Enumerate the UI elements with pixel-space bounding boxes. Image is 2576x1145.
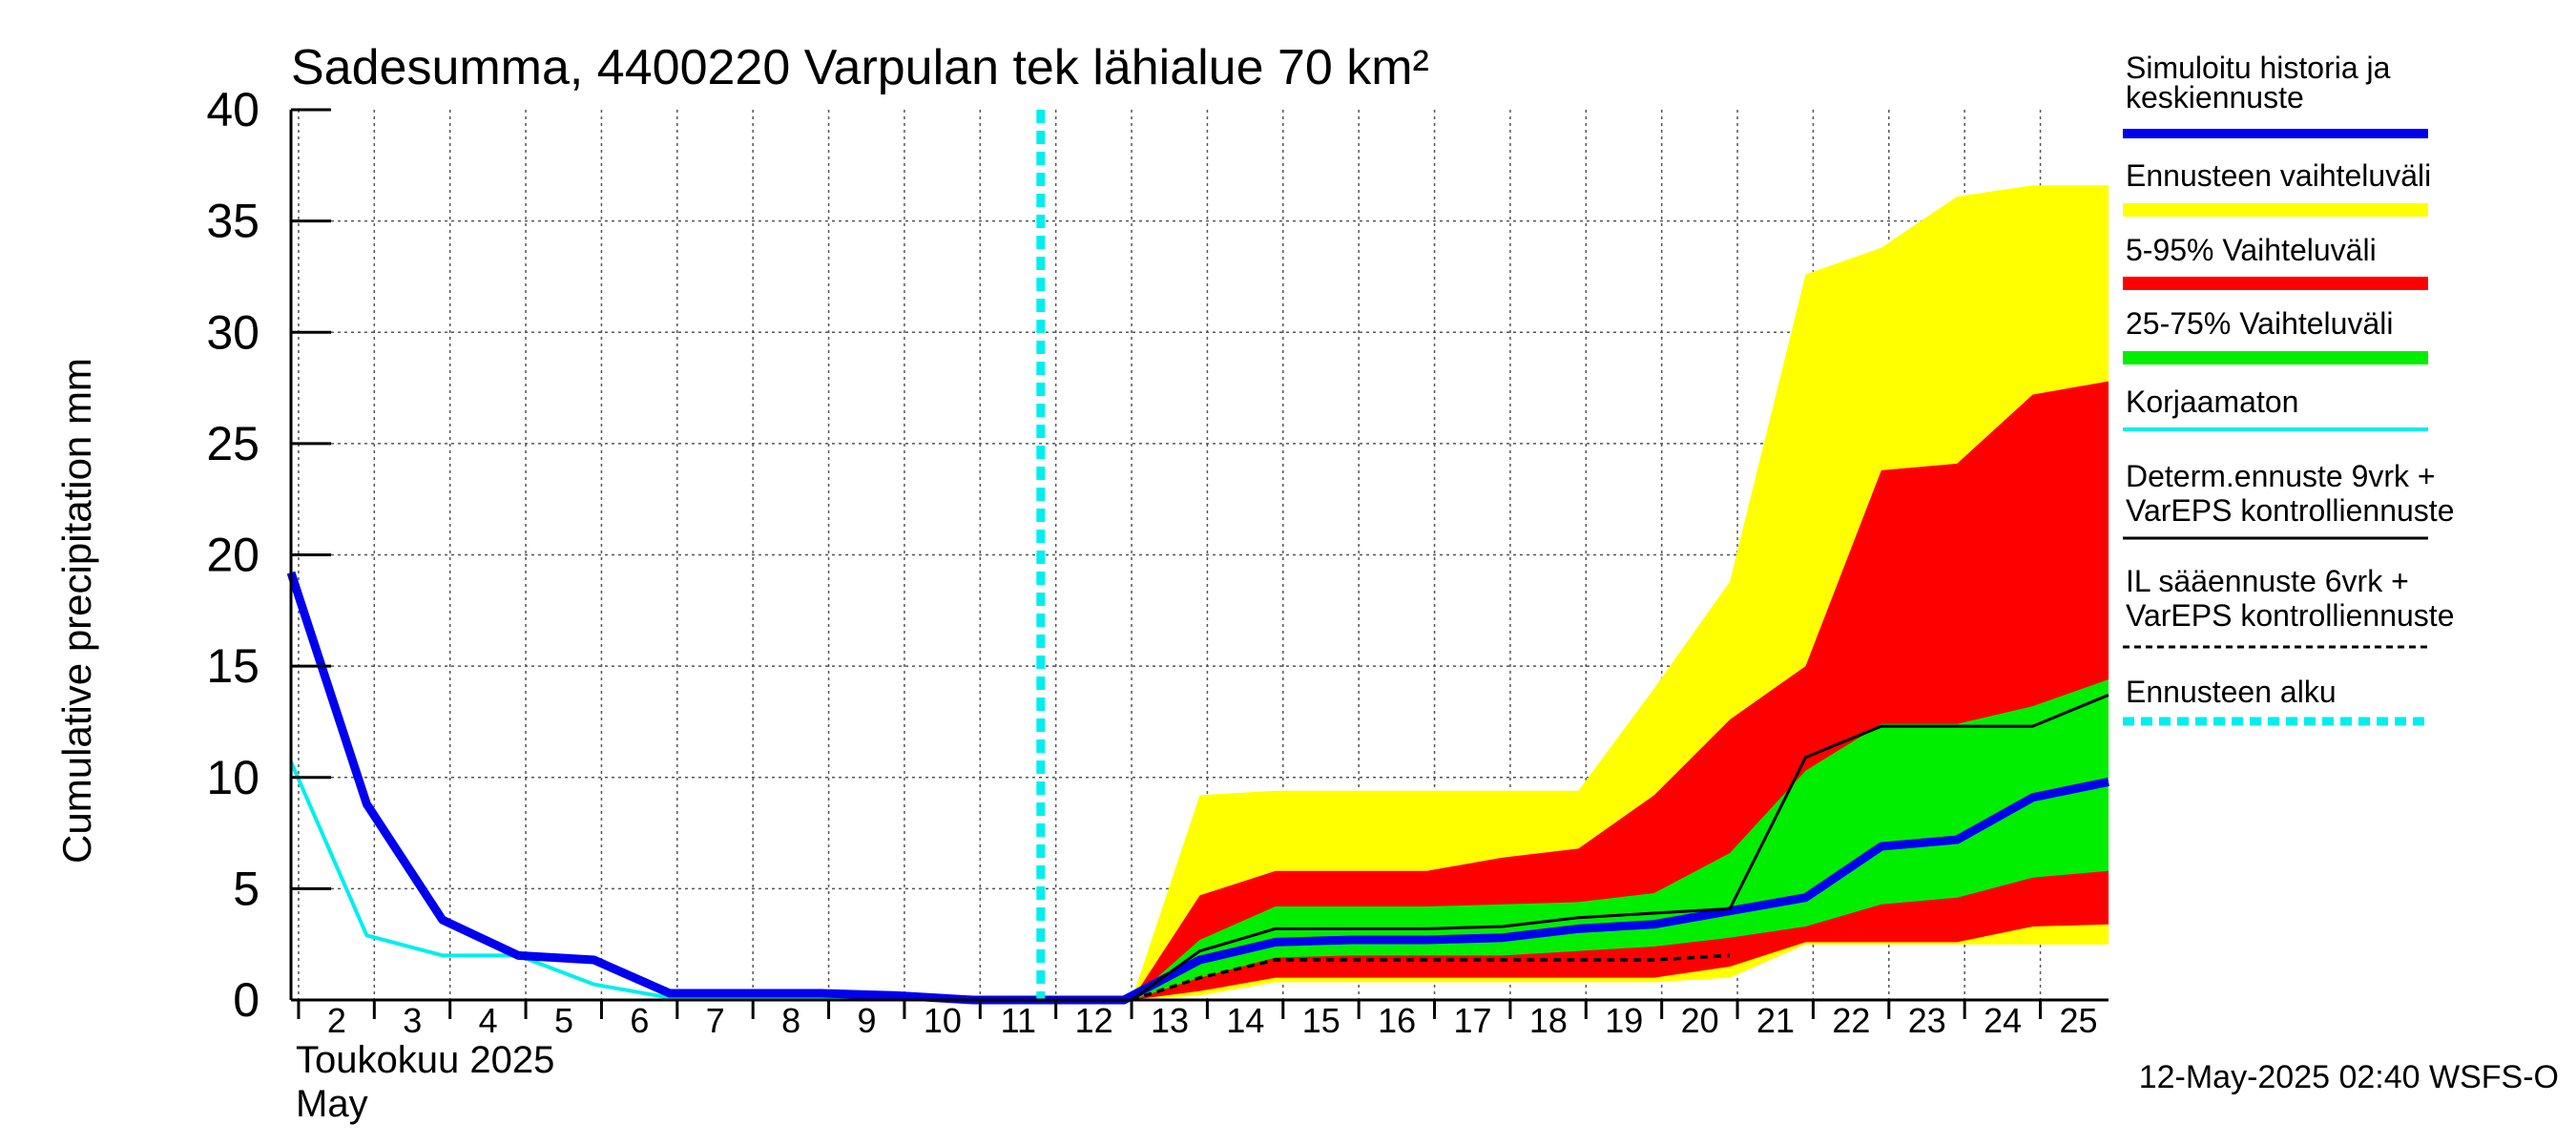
y-tick-label: 0 bbox=[233, 973, 260, 1027]
y-tick-label: 40 bbox=[206, 83, 260, 136]
x-tick-label: 24 bbox=[1984, 1001, 2022, 1040]
y-axis-label: Cumulative precipitation mm bbox=[54, 358, 99, 864]
y-tick-label: 35 bbox=[206, 195, 260, 248]
x-tick-label: 21 bbox=[1756, 1001, 1795, 1040]
legend-label: Simuloitu historia ja bbox=[2126, 51, 2391, 85]
y-tick-label: 15 bbox=[206, 639, 260, 693]
x-tick-label: 14 bbox=[1226, 1001, 1264, 1040]
x-tick-label: 19 bbox=[1605, 1001, 1643, 1040]
band-range-25-75 bbox=[1132, 679, 2109, 1000]
x-tick-label: 16 bbox=[1378, 1001, 1416, 1040]
x-tick-label: 2 bbox=[327, 1001, 346, 1040]
legend-label: VarEPS kontrolliennuste bbox=[2126, 493, 2454, 528]
series-line-il bbox=[1131, 953, 1731, 1002]
x-tick-label: 11 bbox=[1001, 1001, 1036, 1040]
x-tick-label: 8 bbox=[781, 1001, 800, 1040]
x-tick-label: 13 bbox=[1151, 1001, 1189, 1040]
x-tick-label: 15 bbox=[1302, 1001, 1340, 1040]
timestamp-footer: 12-May-2025 02:40 WSFS-O bbox=[2139, 1059, 2559, 1095]
legend-label: VarEPS kontrolliennuste bbox=[2126, 598, 2454, 633]
x-tick-label: 7 bbox=[706, 1001, 725, 1040]
x-tick-label: 20 bbox=[1681, 1001, 1719, 1040]
y-tick-label: 5 bbox=[233, 862, 260, 915]
legend-item-forecast_start: Ennusteen alku bbox=[2123, 675, 2428, 726]
x-tick-label: 9 bbox=[858, 1001, 877, 1040]
legend-label: Ennusteen alku bbox=[2126, 675, 2337, 709]
x-tick-label: 25 bbox=[2060, 1001, 2098, 1040]
legend-label: 25-75% Vaihteluväli bbox=[2126, 306, 2393, 341]
legend-item-determ: Determ.ennuste 9vrk +VarEPS kontrollienn… bbox=[2123, 459, 2454, 540]
legend-item-range_5_95: 5-95% Vaihteluväli bbox=[2123, 233, 2428, 290]
legend-item-uncorrected: Korjaamaton bbox=[2123, 385, 2428, 431]
x-tick-label: 10 bbox=[924, 1001, 962, 1040]
x-tick-label: 4 bbox=[479, 1001, 498, 1040]
legend-label: Korjaamaton bbox=[2126, 385, 2298, 419]
x-tick-label: 22 bbox=[1832, 1001, 1870, 1040]
legend-label: Determ.ennuste 9vrk + bbox=[2126, 459, 2436, 493]
axis-layer bbox=[289, 108, 2109, 1019]
y-tick-label: 25 bbox=[206, 417, 260, 470]
legend-item-il: IL sääennuste 6vrk + VarEPS kontrollienn… bbox=[2123, 564, 2454, 649]
x-tick-label: 18 bbox=[1529, 1001, 1568, 1040]
series-line-sim bbox=[286, 571, 2109, 1005]
legend-label: Ennusteen vaihteluväli bbox=[2126, 158, 2431, 193]
series-line-determ bbox=[1131, 694, 2109, 1002]
legend-label: keskiennuste bbox=[2126, 80, 2304, 114]
x-axis-month-label-fi: Toukokuu 2025 bbox=[296, 1039, 554, 1081]
x-axis-month-label-en: May bbox=[296, 1083, 368, 1125]
legend-label: IL sääennuste 6vrk + bbox=[2126, 564, 2409, 598]
x-tick-label: 23 bbox=[1908, 1001, 1946, 1040]
chart-title: Sadesumma, 4400220 Varpulan tek lähialue… bbox=[291, 40, 1429, 95]
x-tick-label: 17 bbox=[1454, 1001, 1492, 1040]
y-tick-label: 20 bbox=[206, 529, 260, 582]
x-tick-label: 3 bbox=[403, 1001, 422, 1040]
legend-label: 5-95% Vaihteluväli bbox=[2126, 233, 2377, 267]
x-tick-label: 5 bbox=[554, 1001, 573, 1040]
x-tick-label: 12 bbox=[1075, 1001, 1113, 1040]
y-tick-label: 30 bbox=[206, 305, 260, 359]
x-tick-label: 6 bbox=[630, 1001, 649, 1040]
legend-item-range_25_75: 25-75% Vaihteluväli bbox=[2123, 306, 2428, 364]
band-layer bbox=[1132, 185, 2109, 1000]
legend-item-range_full: Ennusteen vaihteluväli bbox=[2123, 158, 2431, 217]
y-tick-label: 10 bbox=[206, 751, 260, 804]
